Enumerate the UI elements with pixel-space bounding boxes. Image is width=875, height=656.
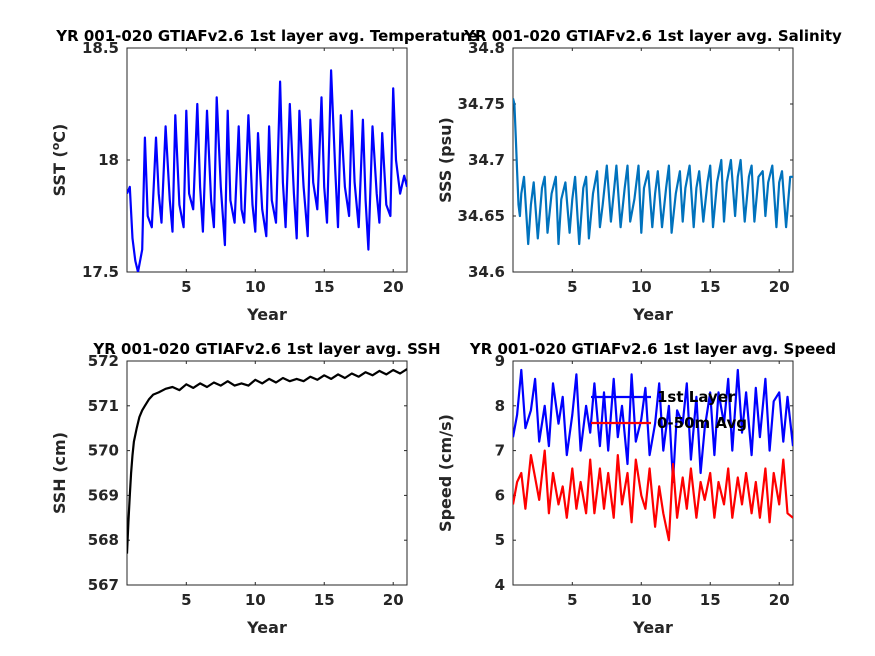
series-line-0-50m-avg <box>513 449 793 542</box>
x-tick-label: 20 <box>383 591 404 609</box>
y-tick-label: 4 <box>495 576 505 594</box>
y-axis-label: Speed (cm/s) <box>436 414 455 532</box>
x-tick-label: 5 <box>567 591 577 609</box>
x-tick-label: 20 <box>383 278 404 296</box>
y-tick-label: 567 <box>88 576 119 594</box>
series-line-temperature <box>127 69 407 272</box>
y-tick-label: 34.8 <box>468 39 505 57</box>
y-tick-label: 34.65 <box>458 207 505 225</box>
x-tick-label: 5 <box>181 278 191 296</box>
x-axis-label: Year <box>632 618 673 637</box>
y-axis-label: SSH (cm) <box>50 432 69 514</box>
x-axis-label: Year <box>632 305 673 324</box>
y-tick-label: 9 <box>495 352 505 370</box>
x-tick-label: 10 <box>245 278 266 296</box>
chart-title: YR 001-020 GTIAFv2.6 1st layer avg. Spee… <box>469 340 836 358</box>
series-line-1st-layer <box>513 368 793 484</box>
y-tick-label: 8 <box>495 397 505 415</box>
x-tick-label: 20 <box>769 591 790 609</box>
panel-temperature: 5 10 15 20 17.5 18 18.5 Year SST (oC) YR 001-020 … <box>49 27 478 324</box>
y-tick-label: 5 <box>495 531 505 549</box>
y-tick-label: 6 <box>495 486 505 504</box>
y-tick-label: 18.5 <box>82 39 119 57</box>
x-tick-label: 5 <box>181 591 191 609</box>
series-line-salinity <box>513 98 793 246</box>
chart-title: YR 001-020 GTIAFv2.6 1st layer avg. Temp… <box>55 27 478 45</box>
x-tick-label: 15 <box>314 591 335 609</box>
y-axis-label: SST (oC) <box>49 124 69 197</box>
panel-speed: 5 10 15 20 4 5 6 7 8 9 Year Speed (cm/s) 1st Layer 0-… <box>436 340 836 637</box>
y-tick-label: 34.75 <box>458 95 505 113</box>
y-tick-label: 7 <box>495 442 505 460</box>
x-axis-label: Year <box>246 618 287 637</box>
y-tick-label: 34.7 <box>468 151 505 169</box>
series-line-ssh <box>127 368 407 554</box>
legend-label: 0-50m Avg <box>657 414 747 432</box>
x-tick-label: 10 <box>631 278 652 296</box>
y-axis-label: SSS (psu) <box>436 117 455 203</box>
y-tick-label: 570 <box>88 442 119 460</box>
axes-frame-ssh <box>126 360 408 586</box>
y-tick-label: 571 <box>88 397 119 415</box>
x-tick-label: 5 <box>567 278 577 296</box>
panels: 5 10 15 20 17.5 18 18.5 Year SST (oC) YR 001-020 … <box>49 27 842 637</box>
chart-title: YR 001-020 GTIAFv2.6 1st layer avg. SSH <box>92 340 440 358</box>
x-tick-label: 10 <box>245 591 266 609</box>
x-tick-label: 10 <box>631 591 652 609</box>
chart-title: YR 001-020 GTIAFv2.6 1st layer avg. Sali… <box>463 27 842 45</box>
y-tick-label: 18 <box>98 151 119 169</box>
x-tick-label: 15 <box>700 591 721 609</box>
y-tick-label: 569 <box>88 486 119 504</box>
x-tick-label: 15 <box>314 278 335 296</box>
x-tick-label: 15 <box>700 278 721 296</box>
y-tick-label: 34.6 <box>468 263 505 281</box>
y-tick-label: 17.5 <box>82 263 119 281</box>
y-tick-label: 568 <box>88 531 119 549</box>
legend-label: 1st Layer <box>657 388 736 406</box>
y-tick-label: 572 <box>88 352 119 370</box>
panel-salinity: 5 10 15 20 34.6 34.65 34.7 34.75 34.8 Year SSS (ps… <box>436 27 842 324</box>
axes-frame-salinity <box>512 47 794 273</box>
x-axis-label: Year <box>246 305 287 324</box>
x-tick-label: 20 <box>769 278 790 296</box>
panel-ssh: 5 10 15 20 567 568 569 570 571 572 Year SSH (cm) YR … <box>50 340 441 637</box>
